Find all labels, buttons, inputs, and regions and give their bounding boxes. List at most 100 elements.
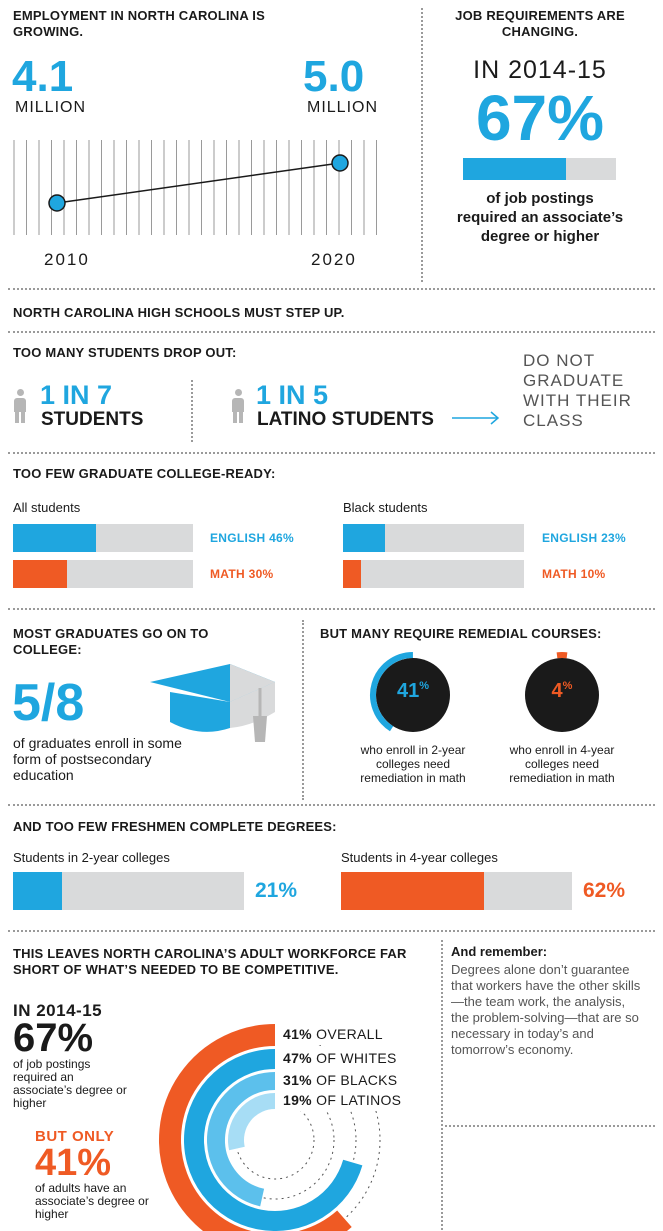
ring-label-text: OVERALL [316, 1026, 383, 1042]
math-bar [343, 560, 524, 588]
ring-label-bg [275, 1069, 435, 1091]
ring-arc [159, 1024, 352, 1231]
degrees-bar [341, 872, 572, 910]
workforce-percent: 67% [13, 1016, 94, 1060]
degrees-value: 21% [255, 879, 298, 902]
person-icon [13, 389, 27, 423]
employment-start-year: 2010 [44, 250, 90, 269]
remedial-value: 41 [396, 680, 420, 702]
ring-label-text: OF WHITES [316, 1050, 396, 1066]
graduation-cap-icon [150, 664, 275, 742]
ring-arc [184, 1049, 363, 1231]
divider [8, 608, 655, 610]
workforce-adult-caption: of adults have an associate’s degree or … [35, 1181, 149, 1221]
ring-label: 31% OF BLACKS [283, 1072, 397, 1088]
workforce-but-only: BUT ONLY [35, 1128, 115, 1145]
workforce-caption: of job postings required an associate’s … [13, 1057, 127, 1110]
divider [445, 1125, 655, 1127]
ring-pct: 31% [283, 1072, 316, 1088]
ring-track [235, 1100, 315, 1180]
english-label: ENGLISH 23% [542, 531, 626, 545]
employment-line-chart [13, 140, 377, 235]
college-enroll-caption: of graduates enroll in some form of post… [13, 735, 182, 783]
job-req-bar-fill [463, 158, 566, 180]
degrees-value: 62% [583, 879, 626, 902]
ring-label-text: OF BLACKS [316, 1072, 397, 1088]
divider [8, 452, 655, 454]
remedial-value-4year: 4% [517, 680, 607, 703]
math-bar [13, 560, 193, 588]
job-req-period: IN 2014-15 [473, 56, 607, 84]
divider [302, 620, 304, 800]
employment-point-2010 [48, 194, 66, 212]
employment-chart-ticks [13, 140, 377, 235]
divider [421, 8, 423, 282]
workforce-adult-percent: 41% [35, 1142, 112, 1184]
degrees-label: Students in 2-year colleges [13, 850, 170, 865]
degrees-heading: AND TOO FEW FRESHMEN COMPLETE DEGREES: [13, 819, 337, 834]
degrees-bar [13, 872, 244, 910]
english-bar-fill [13, 524, 96, 552]
dropout-stat1-ratio: 1 IN 7 [40, 380, 113, 410]
ring-arc [207, 1072, 276, 1207]
divider [8, 331, 655, 333]
english-bar [13, 524, 193, 552]
employment-end-value: 5.0 [303, 52, 365, 101]
percent-sign: % [419, 680, 430, 692]
donut-center [525, 658, 599, 732]
donut-arc [370, 652, 414, 732]
college-enroll-fraction: 5/8 [12, 674, 85, 732]
employment-start-value: 4.1 [12, 52, 74, 101]
job-req-percent: 67% [475, 82, 605, 154]
remedial-value: 4 [551, 680, 563, 702]
employment-point-2020 [331, 154, 349, 172]
percent-sign: % [562, 680, 573, 692]
employment-trend-line [56, 162, 341, 204]
dropout-heading: TOO MANY STUDENTS DROP OUT: [13, 345, 237, 360]
ring-pct: 19% [283, 1092, 316, 1108]
employment-heading: EMPLOYMENT IN NORTH CAROLINA IS GROWING. [13, 8, 265, 39]
ring-label-text: OF LATINOS [316, 1092, 401, 1108]
remember-body: Degrees alone don’t guarantee that worke… [451, 962, 641, 1057]
ring-label-bg [275, 1047, 435, 1069]
math-label: MATH 10% [542, 567, 606, 581]
remedial-value-2year: 41% [368, 680, 458, 703]
math-bar-fill [13, 560, 67, 588]
dropout-stat1-label: STUDENTS [41, 409, 144, 430]
employment-end-unit: MILLION [307, 99, 379, 116]
english-bar-fill [343, 524, 385, 552]
remedial-heading: BUT MANY REQUIRE REMEDIAL COURSES: [320, 626, 602, 641]
job-req-bar [463, 158, 616, 180]
remedial-donut-2year [370, 652, 450, 732]
ring-arc [228, 1093, 276, 1151]
workforce-period: IN 2014-15 [13, 1001, 103, 1020]
math-label: MATH 30% [210, 567, 274, 581]
math-bar-fill [343, 560, 362, 588]
ring-label-bg [275, 1023, 435, 1045]
ring-pct: 47% [283, 1050, 316, 1066]
workforce-heading: THIS LEAVES NORTH CAROLINA’S ADULT WORKF… [13, 946, 407, 977]
ring-label: 19% OF LATINOS [283, 1092, 401, 1108]
remedial-caption-4year: who enroll in 4-year colleges need remed… [509, 743, 615, 785]
high-schools-heading: NORTH CAROLINA HIGH SCHOOLS MUST STEP UP… [13, 305, 345, 320]
group-label: All students [13, 500, 81, 515]
donut-center [376, 658, 450, 732]
job-req-caption: of job postings required an associate’s … [456, 190, 624, 245]
college-enroll-heading: MOST GRADUATES GO ON TO COLLEGE: [13, 626, 209, 657]
employment-end-year: 2020 [311, 250, 357, 269]
dropout-outcome: DO NOT GRADUATE WITH THEIR CLASS [523, 351, 632, 430]
ring-pct: 41% [283, 1026, 316, 1042]
remember-heading: And remember: [451, 944, 548, 959]
ring-label: 41% OVERALL [283, 1026, 383, 1042]
english-label: ENGLISH 46% [210, 531, 294, 545]
person-icon [231, 389, 245, 423]
divider [441, 940, 443, 1230]
degrees-bar-fill [341, 872, 485, 910]
college-ready-heading: TOO FEW GRADUATE COLLEGE-READY: [13, 466, 276, 481]
divider [8, 804, 655, 806]
ring-label-bg [275, 1089, 435, 1111]
ring-label: 47% OF WHITES [283, 1050, 397, 1066]
group-label: Black students [343, 500, 428, 515]
remedial-caption-2year: who enroll in 2-year colleges need remed… [360, 743, 466, 785]
